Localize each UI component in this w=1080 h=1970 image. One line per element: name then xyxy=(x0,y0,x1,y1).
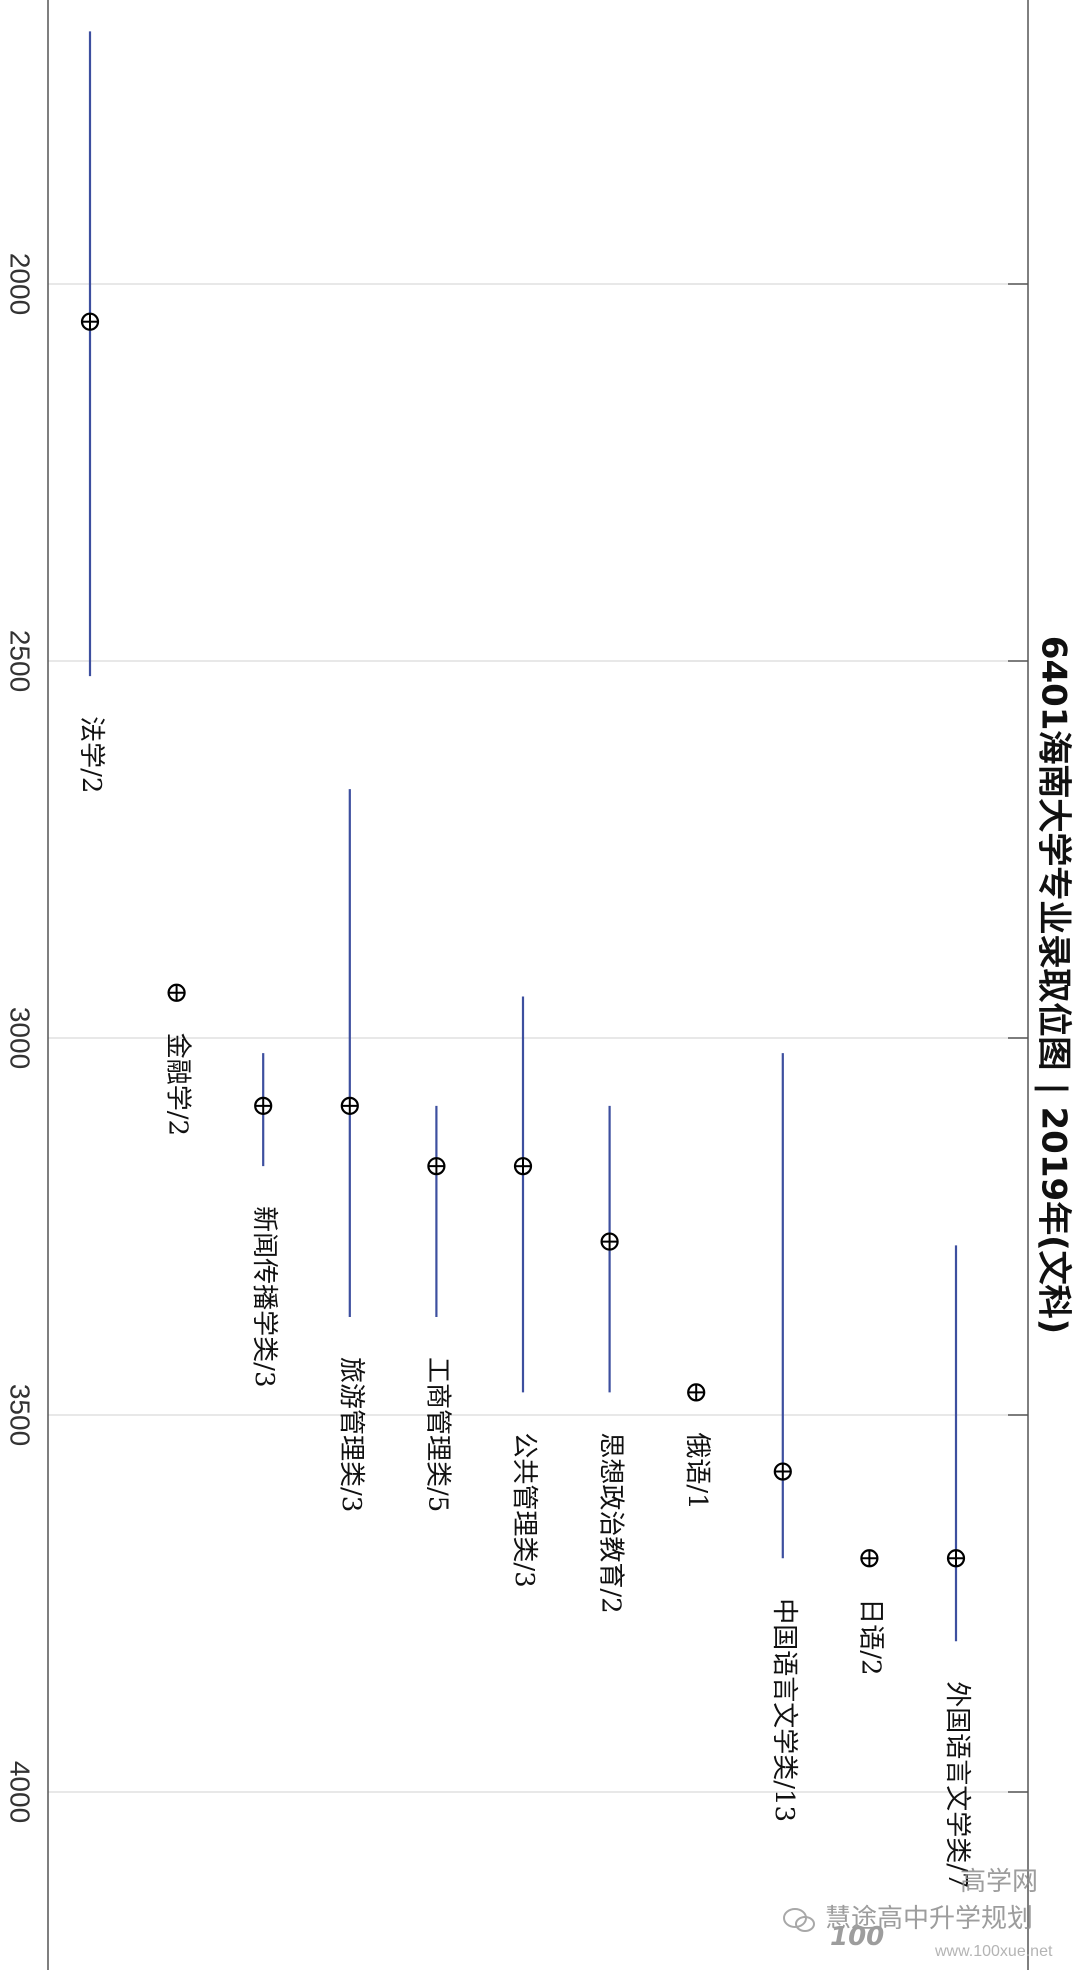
median-marker xyxy=(687,1383,706,1402)
median-marker xyxy=(600,1232,619,1251)
tick-layer: 2000 2500 3000 3500 4000 xyxy=(5,253,1028,1823)
category-label: 公共管理类/3 xyxy=(509,1432,539,1587)
median-marker xyxy=(513,1157,533,1176)
category-label: 思想政治教育/2 xyxy=(596,1432,626,1613)
category-label: 中国语言文学类/13 xyxy=(769,1598,799,1822)
y-tick-label: 4000 xyxy=(5,1761,36,1823)
watermark-logo: 100 xyxy=(830,1922,884,1952)
chart-title: 6401海南大学专业录取位图 | 2019年(文科) xyxy=(1034,636,1074,1334)
category-label: 新闻传播学类/3 xyxy=(249,1206,279,1387)
category-label: 工商管理类/5 xyxy=(422,1357,452,1512)
median-marker xyxy=(340,1096,359,1115)
category-label-layer: 法学/2 金融学/2 新闻传播学类/3 旅游管理类/3 工商管理类/5 公共管理类/3 思想… xyxy=(76,716,972,1888)
median-marker xyxy=(80,312,100,331)
y-tick-label: 3500 xyxy=(5,1384,36,1446)
category-label: 日语/2 xyxy=(855,1598,885,1675)
median-marker xyxy=(427,1157,446,1176)
series-layer xyxy=(80,31,966,1642)
plot-frame xyxy=(47,0,1029,1970)
median-marker xyxy=(167,983,186,1002)
median-marker xyxy=(946,1549,966,1568)
median-marker xyxy=(860,1549,879,1568)
category-label: 金融学/2 xyxy=(163,1033,193,1136)
category-label: 俄语/1 xyxy=(682,1432,712,1509)
median-marker xyxy=(773,1462,792,1481)
wechat-icon xyxy=(783,1908,815,1932)
watermark-url: www.100xue.net xyxy=(934,1943,1053,1960)
watermark-brand: 高学网 xyxy=(960,1867,1038,1897)
category-label: 旅游管理类/3 xyxy=(336,1357,366,1512)
watermark: 100 高学网 慧途高中升学规划 www.100xue.net xyxy=(783,1867,1053,1960)
y-tick-label: 3000 xyxy=(5,1007,36,1069)
y-tick-label: 2500 xyxy=(5,630,36,692)
watermark-wechat-name: 慧途高中升学规划 xyxy=(825,1904,1033,1934)
y-tick-label: 2000 xyxy=(5,253,36,315)
category-label: 法学/2 xyxy=(76,716,106,793)
grid-layer xyxy=(48,283,1028,1793)
category-label: 外国语言文学类/7 xyxy=(942,1681,972,1888)
median-marker xyxy=(254,1096,273,1115)
